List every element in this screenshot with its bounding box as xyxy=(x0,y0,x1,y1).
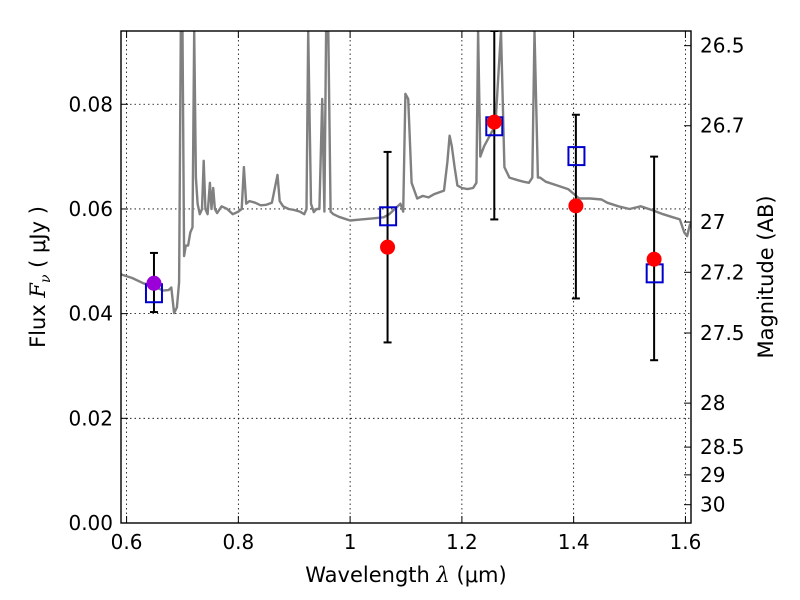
y-tick-label: 0.02 xyxy=(68,406,113,430)
y2-tick-label: 28.5 xyxy=(700,435,745,459)
axis-ticks: 0.6 0.8 1 1.2 1.4 1.6 0.00 0.02 0.04 0.06 0.08 26.5… xyxy=(68,31,745,554)
y-tick-label: 0.04 xyxy=(68,302,113,326)
observed-point-circle xyxy=(568,198,584,214)
y2-tick-label: 27.2 xyxy=(700,260,745,284)
y-tick-label: 0.00 xyxy=(68,511,113,535)
y2-tick-label: 29 xyxy=(700,463,725,487)
y2-tick-label: 28 xyxy=(700,391,725,415)
y2-tick-label: 30 xyxy=(700,493,725,517)
plot-data xyxy=(121,31,691,362)
observed-point-circle xyxy=(646,251,662,267)
y2-tick-label: 26.5 xyxy=(700,34,745,58)
x-axis-title: Wavelength λ (μm) xyxy=(305,563,506,587)
y2-tick-label: 27 xyxy=(700,210,725,234)
y2-tick-label: 27.5 xyxy=(700,321,745,345)
x-tick-label: 0.8 xyxy=(222,530,254,554)
observed-point-circle xyxy=(146,275,162,291)
x-tick-label: 1.4 xyxy=(558,530,590,554)
plot-frame xyxy=(120,30,692,524)
observed-point-circle xyxy=(380,239,396,255)
x-tick-label: 0.6 xyxy=(111,530,143,554)
y2-tick-label: 26.7 xyxy=(700,114,745,138)
right-axis-title: Magnitude (AB) xyxy=(754,195,778,358)
y-tick-label: 0.06 xyxy=(68,197,113,221)
model-spectrum-line xyxy=(121,31,691,315)
x-tick-label: 1.6 xyxy=(670,530,702,554)
y-tick-label: 0.08 xyxy=(68,92,113,116)
model-point-square xyxy=(567,146,586,167)
observed-point-circle xyxy=(486,114,502,130)
model-point-square xyxy=(379,206,398,227)
y-axis-title: Flux Fν ( μJy ) xyxy=(26,206,54,348)
x-tick-label: 1 xyxy=(344,530,357,554)
x-tick-label: 1.2 xyxy=(446,530,478,554)
